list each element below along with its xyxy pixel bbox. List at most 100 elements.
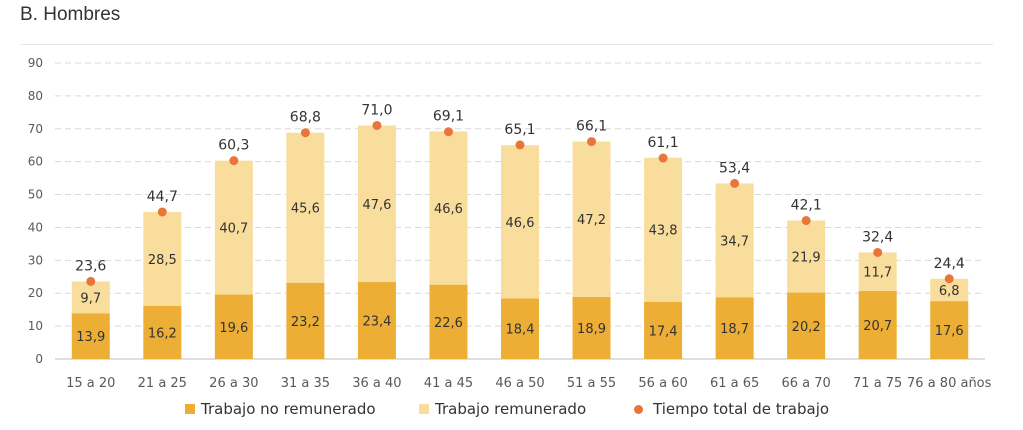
legend-marker-total: [634, 404, 643, 414]
total-marker: [801, 216, 811, 226]
y-tick-label: 40: [28, 220, 43, 234]
bar-paid: [214, 160, 253, 295]
total-marker: [515, 140, 525, 150]
data-label-unpaid: 22,6: [434, 316, 463, 331]
x-tick-label: 41 a 45: [424, 376, 473, 391]
legend-swatch-unpaid: [185, 404, 195, 414]
legend-item-total: Tiempo total de trabajo: [634, 400, 829, 418]
y-tick-label: 70: [28, 122, 43, 136]
chart-legend: Trabajo no remunerado Trabajo remunerado…: [0, 398, 1023, 424]
data-label-unpaid: 17,6: [935, 324, 964, 339]
total-marker: [443, 127, 453, 137]
y-tick-label: 20: [28, 286, 43, 300]
bar-unpaid: [787, 292, 826, 359]
stacked-bar-chart: 0 10 20 30 40 50 60 70 80 90 13,9 9,7 23,6 15 a 20 16,…: [28, 56, 992, 391]
data-label-total: 61,1: [647, 135, 678, 151]
data-label-unpaid: 20,2: [792, 320, 821, 335]
bar-paid: [930, 278, 969, 302]
data-label-total: 24,4: [934, 256, 965, 272]
bar-unpaid: [357, 282, 396, 359]
total-marker: [300, 128, 310, 138]
y-tick-label: 60: [28, 155, 43, 169]
data-label-total: 32,4: [862, 229, 893, 245]
data-label-total: 65,1: [504, 122, 535, 138]
data-label-paid: 21,9: [792, 251, 821, 266]
data-label-unpaid: 18,7: [720, 322, 749, 337]
y-tick-label: 10: [28, 319, 43, 333]
bar-unpaid: [930, 301, 969, 359]
bar-unpaid: [501, 298, 539, 359]
bar-paid: [429, 131, 468, 285]
x-tick-label: 46 a 50: [495, 376, 544, 391]
bar-unpaid: [214, 294, 253, 359]
x-tick-label: 61 a 65: [710, 376, 759, 391]
bar-unpaid: [858, 290, 897, 359]
bar-paid: [644, 157, 683, 302]
data-label-paid: 28,5: [148, 253, 177, 268]
x-tick-label: 56 a 60: [638, 376, 687, 391]
data-label-unpaid: 17,4: [649, 324, 678, 339]
total-marker: [944, 274, 954, 284]
data-label-unpaid: 20,7: [863, 319, 892, 334]
x-tick-label: 26 a 30: [209, 376, 258, 391]
x-tick-label: 21 a 25: [138, 376, 187, 391]
data-label-total: 69,1: [433, 109, 464, 125]
y-tick-label: 50: [28, 188, 43, 202]
y-tick-label: 30: [28, 253, 43, 267]
bar-unpaid: [572, 296, 611, 359]
data-label-unpaid: 23,2: [291, 315, 320, 330]
total-marker: [229, 156, 239, 166]
data-label-unpaid: 13,9: [76, 330, 105, 345]
data-label-unpaid: 18,9: [577, 322, 606, 337]
bar-paid: [715, 183, 754, 298]
data-label-total: 71,0: [361, 102, 392, 118]
data-label-unpaid: 23,4: [362, 315, 391, 330]
data-label-unpaid: 16,2: [148, 326, 177, 341]
bar-unpaid: [644, 301, 683, 359]
bar-paid: [286, 132, 325, 283]
data-label-unpaid: 19,6: [219, 321, 248, 336]
x-tick-label: 71 a 75: [853, 376, 902, 391]
data-label-total: 68,8: [290, 110, 321, 126]
x-tick-label: 76 a 80 años: [907, 376, 992, 391]
data-label-paid: 43,8: [649, 224, 678, 239]
data-label-total: 60,3: [218, 138, 249, 154]
data-label-paid: 46,6: [506, 216, 535, 231]
data-label-paid: 9,7: [80, 291, 101, 306]
total-marker: [730, 178, 740, 188]
bar-paid: [858, 252, 897, 291]
y-tick-label: 90: [28, 56, 43, 70]
bar-unpaid: [71, 313, 110, 359]
bar-paid: [143, 211, 182, 306]
total-marker: [658, 153, 668, 163]
total-marker: [86, 276, 96, 286]
x-tick-label: 36 a 40: [352, 376, 401, 391]
y-tick-label: 0: [35, 352, 43, 366]
data-label-total: 66,1: [576, 119, 607, 135]
data-label-paid: 34,7: [720, 234, 749, 249]
total-marker: [587, 137, 597, 147]
data-label-paid: 46,6: [434, 202, 463, 217]
bar-paid: [357, 125, 396, 283]
bar-unpaid: [715, 297, 754, 359]
x-tick-label: 15 a 20: [66, 376, 115, 391]
title-divider: [20, 44, 993, 45]
legend-swatch-paid: [419, 404, 429, 414]
total-marker: [157, 207, 167, 217]
data-label-total: 42,1: [791, 198, 822, 214]
data-label-paid: 45,6: [291, 202, 320, 217]
legend-label-paid: Trabajo remunerado: [435, 400, 587, 418]
y-tick-label: 80: [28, 89, 43, 103]
data-label-paid: 11,7: [863, 266, 892, 281]
data-label-total: 53,4: [719, 160, 750, 176]
chart-title: B. Hombres: [20, 4, 121, 25]
legend-item-paid: Trabajo remunerado: [419, 400, 586, 418]
legend-label-unpaid: Trabajo no remunerado: [201, 400, 376, 418]
bar-paid: [787, 220, 826, 293]
bar-paid: [71, 281, 110, 314]
legend-label-total: Tiempo total de trabajo: [653, 400, 830, 418]
x-tick-label: 66 a 70: [781, 376, 830, 391]
data-label-paid: 47,2: [577, 213, 606, 228]
data-label-paid: 40,7: [219, 222, 248, 237]
bar-paid: [501, 145, 539, 299]
